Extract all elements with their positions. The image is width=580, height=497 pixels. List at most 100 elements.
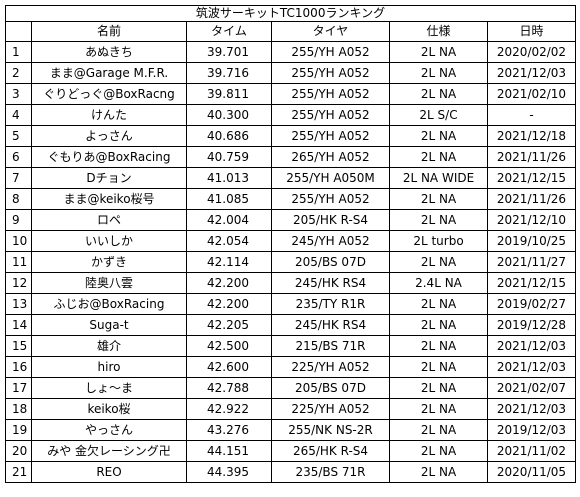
cell-name: keiko桜	[31, 398, 187, 420]
cell-name: 陸奥八雲	[31, 272, 187, 294]
cell-time: 42.500	[186, 335, 272, 357]
cell-name: Dチョン	[31, 167, 187, 189]
cell-tire: 255/YH A052	[271, 41, 390, 63]
table-row: 18 keiko桜 42.922 225/YH A052 2L NA 2021/12/03	[5, 398, 576, 420]
cell-date: 2021/11/26	[487, 146, 576, 168]
table-row: 2 まま@Garage M.F.R. 39.716 255/YH A052 2L NA 2…	[5, 62, 576, 84]
cell-date: 2020/02/02	[487, 41, 576, 63]
cell-time: 41.013	[186, 167, 272, 189]
cell-tire: 245/HK RS4	[271, 272, 390, 294]
cell-tire: 265/YH A052	[271, 146, 390, 168]
cell-time: 42.054	[186, 230, 272, 252]
header-row: 名前 タイム タイヤ 仕様 日時	[5, 21, 576, 42]
cell-rank: 13	[5, 293, 32, 315]
cell-tire: 255/NK NS-2R	[271, 419, 390, 441]
cell-name: ぐりどっぐ@BoxRacng	[31, 83, 187, 105]
cell-time: 42.200	[186, 272, 272, 294]
cell-date: 2021/12/03	[487, 335, 576, 357]
table-row: 14 Suga-t 42.205 245/HK RS4 2L NA 2019/12/28	[5, 314, 576, 336]
cell-name: しょ～ま	[31, 377, 187, 399]
cell-rank: 18	[5, 398, 32, 420]
cell-spec: 2L NA	[389, 335, 488, 357]
cell-rank: 15	[5, 335, 32, 357]
cell-rank: 2	[5, 62, 32, 84]
header-name: 名前	[31, 21, 187, 42]
cell-spec: 2L S/C	[389, 104, 488, 126]
table-row: 3 ぐりどっぐ@BoxRacng 39.811 255/YH A052 2L NA 202…	[5, 83, 576, 105]
cell-date: 2021/12/18	[487, 125, 576, 147]
header-time: タイム	[186, 21, 272, 42]
cell-date: 2021/11/27	[487, 251, 576, 273]
cell-time: 40.686	[186, 125, 272, 147]
cell-rank: 6	[5, 146, 32, 168]
cell-spec: 2L NA	[389, 209, 488, 231]
cell-name: ロペ	[31, 209, 187, 231]
cell-date: 2021/11/02	[487, 440, 576, 462]
cell-date: 2019/12/03	[487, 419, 576, 441]
table-row: 8 まま@keiko桜号 41.085 255/YH A052 2L NA 2021/11…	[5, 188, 576, 210]
cell-tire: 265/HK R-S4	[271, 440, 390, 462]
cell-rank: 3	[5, 83, 32, 105]
cell-name: REO	[31, 461, 187, 483]
ranking-table-body: 筑波サーキットTC1000ランキング 名前 タイム タイヤ 仕様 日時 1 あぬきち 39.…	[5, 5, 576, 483]
cell-tire: 235/BS 71R	[271, 461, 390, 483]
cell-tire: 225/YH A052	[271, 398, 390, 420]
cell-tire: 225/YH A052	[271, 356, 390, 378]
cell-spec: 2.4L NA	[389, 272, 488, 294]
cell-spec: 2L NA	[389, 188, 488, 210]
table-row: 20 みや 金欠レーシング卍 44.151 265/HK R-S4 2L NA 2021/…	[5, 440, 576, 462]
cell-rank: 8	[5, 188, 32, 210]
cell-date: 2021/02/10	[487, 83, 576, 105]
cell-name: よっさん	[31, 125, 187, 147]
cell-name: Suga-t	[31, 314, 187, 336]
cell-spec: 2L NA WIDE	[389, 167, 488, 189]
table-row: 7 Dチョン 41.013 255/YH A050M 2L NA WIDE 2021/12…	[5, 167, 576, 189]
cell-time: 43.276	[186, 419, 272, 441]
cell-name: やっさん	[31, 419, 187, 441]
cell-name: かずき	[31, 251, 187, 273]
header-spec: 仕様	[389, 21, 488, 42]
cell-time: 42.004	[186, 209, 272, 231]
cell-rank: 9	[5, 209, 32, 231]
table-row: 16 hiro 42.600 225/YH A052 2L NA 2021/12/03	[5, 356, 576, 378]
table-row: 17 しょ～ま 42.788 205/BS 07D 2L NA 2021/02/07	[5, 377, 576, 399]
cell-tire: 255/YH A052	[271, 188, 390, 210]
cell-spec: 2L NA	[389, 356, 488, 378]
cell-time: 39.716	[186, 62, 272, 84]
table-row: 19 やっさん 43.276 255/NK NS-2R 2L NA 2019/12/03	[5, 419, 576, 441]
cell-date: 2021/12/03	[487, 356, 576, 378]
cell-date: 2021/12/10	[487, 209, 576, 231]
cell-name: 雄介	[31, 335, 187, 357]
cell-time: 44.395	[186, 461, 272, 483]
cell-tire: 245/HK RS4	[271, 314, 390, 336]
cell-rank: 21	[5, 461, 32, 483]
cell-tire: 255/YH A052	[271, 125, 390, 147]
cell-spec: 2L NA	[389, 293, 488, 315]
cell-time: 42.922	[186, 398, 272, 420]
cell-tire: 255/YH A052	[271, 83, 390, 105]
table-row: 10 いいしか 42.054 245/YH A052 2L turbo 2019/10/2…	[5, 230, 576, 252]
cell-tire: 205/HK R-S4	[271, 209, 390, 231]
cell-spec: 2L NA	[389, 41, 488, 63]
table-row: 11 かずき 42.114 205/BS 07D 2L NA 2021/11/27	[5, 251, 576, 273]
cell-rank: 19	[5, 419, 32, 441]
cell-spec: 2L turbo	[389, 230, 488, 252]
cell-spec: 2L NA	[389, 251, 488, 273]
cell-tire: 215/BS 71R	[271, 335, 390, 357]
title-row: 筑波サーキットTC1000ランキング	[5, 5, 576, 22]
table-row: 21 REO 44.395 235/BS 71R 2L NA 2020/11/05	[5, 461, 576, 483]
cell-date: 2020/11/05	[487, 461, 576, 483]
cell-time: 40.759	[186, 146, 272, 168]
cell-tire: 255/YH A052	[271, 104, 390, 126]
cell-date: -	[487, 104, 576, 126]
cell-name: ふじお@BoxRacing	[31, 293, 187, 315]
cell-name: あぬきち	[31, 41, 187, 63]
cell-date: 2021/02/07	[487, 377, 576, 399]
cell-time: 42.205	[186, 314, 272, 336]
cell-name: hiro	[31, 356, 187, 378]
table-row: 6 ぐもりあ@BoxRacing 40.759 265/YH A052 2L NA 202…	[5, 146, 576, 168]
cell-name: けんた	[31, 104, 187, 126]
cell-date: 2019/02/27	[487, 293, 576, 315]
table-row: 4 けんた 40.300 255/YH A052 2L S/C -	[5, 104, 576, 126]
table-row: 12 陸奥八雲 42.200 245/HK RS4 2.4L NA 2021/12/15	[5, 272, 576, 294]
